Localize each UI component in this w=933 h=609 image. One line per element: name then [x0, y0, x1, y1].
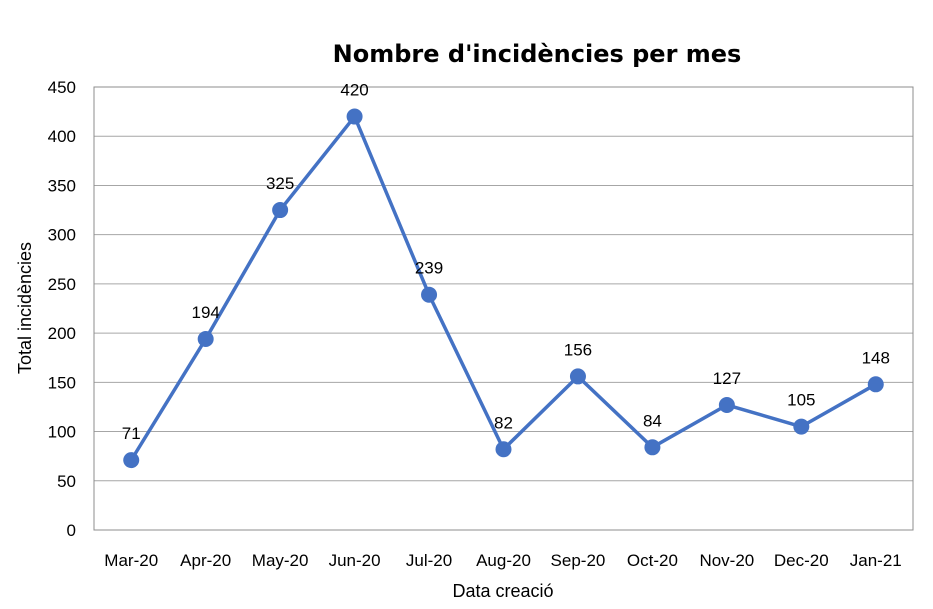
- x-tick-label: Dec-20: [774, 551, 829, 570]
- chart-title: Nombre d'incidències per mes: [333, 40, 742, 68]
- data-point: [197, 331, 214, 348]
- x-tick-label: Aug-20: [476, 551, 531, 570]
- x-tick-label: May-20: [252, 551, 309, 570]
- x-tick-label: Oct-20: [627, 551, 678, 570]
- y-tick-label: 50: [57, 472, 76, 491]
- y-tick-label: 450: [48, 78, 76, 97]
- data-point: [867, 376, 884, 393]
- data-point: [718, 396, 735, 413]
- y-tick-label: 200: [48, 324, 76, 343]
- data-label: 325: [266, 174, 294, 193]
- data-label: 127: [713, 369, 741, 388]
- data-label: 82: [494, 413, 513, 432]
- data-point: [421, 286, 438, 303]
- data-label: 148: [862, 348, 890, 367]
- data-point: [272, 202, 289, 219]
- plot-area: [93, 86, 914, 531]
- y-tick-label: 0: [67, 521, 76, 540]
- data-label: 105: [787, 391, 815, 410]
- y-axis-ticks: 0 50 100 150 200 250 300 350 400 450: [48, 78, 76, 540]
- data-point: [495, 441, 512, 458]
- data-label: 156: [564, 340, 592, 359]
- y-tick-label: 100: [48, 423, 76, 442]
- series-line: [129, 114, 877, 462]
- data-point: [644, 439, 661, 456]
- data-point: [346, 108, 363, 125]
- x-tick-label: Nov-20: [699, 551, 754, 570]
- data-point: [793, 418, 810, 435]
- x-tick-label: Jan-21: [850, 551, 902, 570]
- data-label: 194: [191, 303, 219, 322]
- x-axis-ticks: Mar-20 Apr-20 May-20 Jun-20 Jul-20 Aug-20 Sep-…: [104, 551, 901, 570]
- y-tick-label: 350: [48, 176, 76, 195]
- data-point: [123, 452, 140, 469]
- x-tick-label: Mar-20: [104, 551, 158, 570]
- y-axis-label: Total incidències: [15, 242, 35, 374]
- x-tick-label: Sep-20: [551, 551, 606, 570]
- x-tick-label: Jul-20: [406, 551, 452, 570]
- y-tick-label: 300: [48, 226, 76, 245]
- data-label: 239: [415, 259, 443, 278]
- x-tick-label: Apr-20: [180, 551, 231, 570]
- data-labels: 71 194 325 420 239 82 156 84 127 105 148: [122, 81, 890, 444]
- data-label: 84: [643, 411, 662, 430]
- x-axis-label: Data creació: [452, 581, 553, 601]
- data-label: 420: [340, 81, 368, 100]
- y-tick-label: 150: [48, 373, 76, 392]
- x-tick-label: Jun-20: [329, 551, 381, 570]
- series-layer: [123, 108, 884, 469]
- y-tick-label: 250: [48, 275, 76, 294]
- y-tick-label: 400: [48, 127, 76, 146]
- data-label: 71: [122, 424, 141, 443]
- data-point: [569, 368, 586, 385]
